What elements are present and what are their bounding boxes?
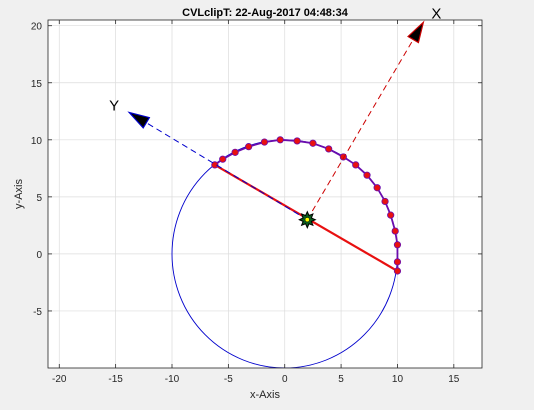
y-frame-axis-line: [128, 111, 308, 221]
x-tick-label: 0: [282, 374, 288, 385]
x-frame-axis-line: [306, 22, 424, 220]
arc-point: [387, 211, 395, 219]
y-axis-label: y-Axis: [13, 179, 25, 209]
arc-point: [309, 139, 317, 147]
arc-point: [352, 161, 360, 169]
y-tick-label: -5: [33, 307, 42, 318]
x-frame-label: X: [431, 5, 441, 22]
x-tick-label: -20: [52, 374, 67, 385]
x-tick-label: 10: [392, 374, 404, 385]
y-tick-label: 10: [31, 136, 43, 147]
arc-point: [211, 161, 219, 169]
arc-point: [219, 155, 227, 163]
arc-point: [245, 143, 253, 151]
arc-point: [363, 171, 371, 179]
x-tick-label: -10: [165, 374, 180, 385]
x-tick-label: -5: [224, 374, 233, 385]
arc-point: [393, 267, 402, 275]
y-tick-label: 15: [31, 79, 43, 90]
chart-title: CVLclipT: 22-Aug-2017 04:48:34: [182, 7, 349, 19]
x-axis-label: x-Axis: [250, 389, 280, 401]
clip-center-marker: [298, 210, 317, 229]
y-tick-label: 0: [36, 250, 42, 261]
data-layer: [127, 20, 425, 368]
grid: [48, 20, 482, 368]
x-tick-label: -15: [108, 374, 123, 385]
arc-point: [276, 136, 284, 144]
arc-point: [373, 184, 381, 192]
x-frame-arrowhead: [407, 20, 425, 44]
arc-point: [293, 137, 301, 145]
arc-point: [391, 227, 399, 235]
arc-point: [393, 258, 402, 266]
x-tick-label: 5: [338, 374, 344, 385]
arc-point: [231, 148, 239, 156]
y-frame-label: Y: [109, 97, 119, 114]
y-tick-label: 20: [31, 22, 43, 33]
arc-point: [381, 197, 389, 206]
x-tick-label: 15: [448, 374, 460, 385]
ticks: -20 -15 -10 -5 0 5 10 15 -5 0 5 10 15 20 X Y: [31, 5, 482, 385]
y-tick-label: 5: [36, 193, 42, 204]
center-dot: [304, 217, 310, 223]
arc-point: [393, 241, 402, 249]
plot-frame: [47, 19, 483, 369]
y-frame-arrowhead: [127, 111, 151, 129]
arc-point: [325, 145, 333, 153]
arc-point: [260, 138, 269, 146]
